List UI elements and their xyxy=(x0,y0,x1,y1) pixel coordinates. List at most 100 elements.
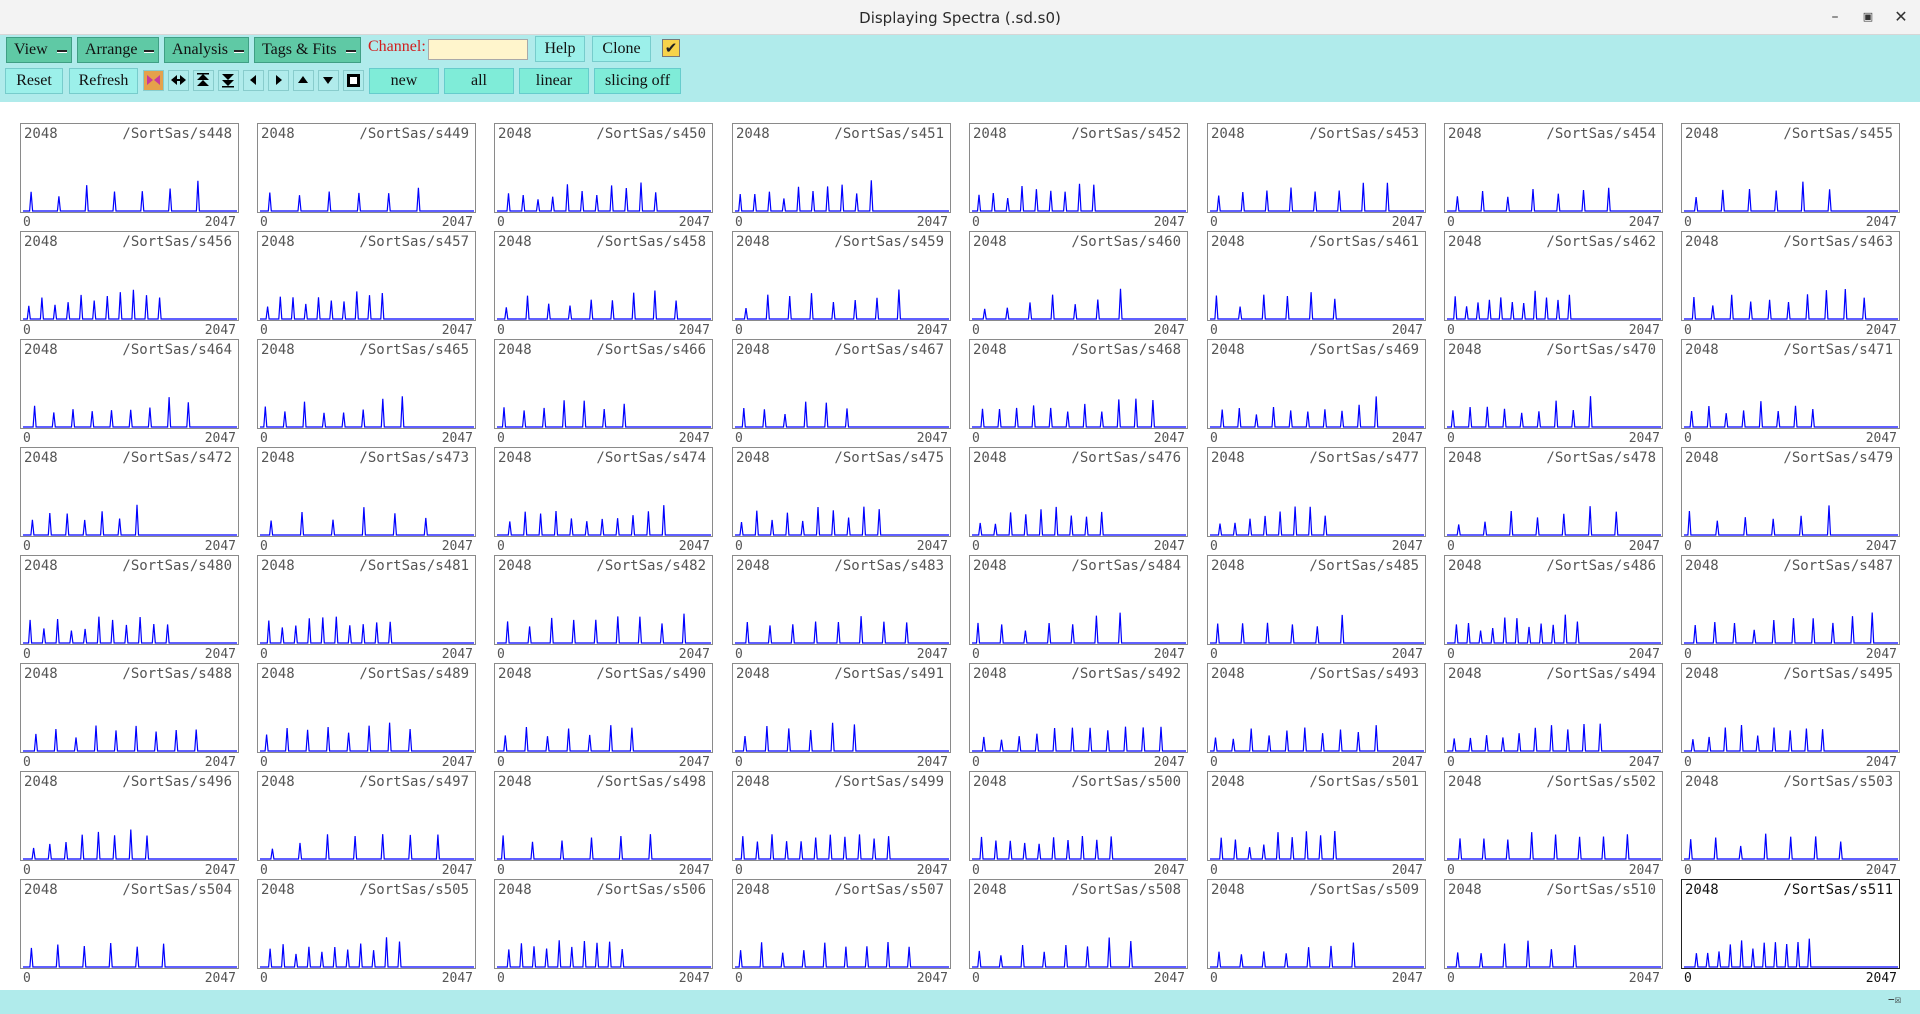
linear-button[interactable]: linear xyxy=(519,68,589,94)
clone-button[interactable]: Clone xyxy=(592,36,651,62)
scroll-down-icon[interactable] xyxy=(318,70,339,91)
spectrum-panel[interactable]: 2048/SortSas/s490 0 2047 xyxy=(494,663,713,770)
spectrum-frame[interactable]: 2048/SortSas/s504 xyxy=(20,879,239,969)
window-control-icon[interactable]: −☒ xyxy=(1888,993,1902,1006)
spectrum-frame[interactable]: 2048/SortSas/s458 xyxy=(494,231,713,321)
expand-horizontal-icon[interactable] xyxy=(168,70,189,91)
spectrum-frame[interactable]: 2048/SortSas/s470 xyxy=(1444,339,1663,429)
spectrum-frame[interactable]: 2048/SortSas/s467 xyxy=(732,339,951,429)
spectrum-frame[interactable]: 2048/SortSas/s451 xyxy=(732,123,951,213)
spectrum-frame[interactable]: 2048/SortSas/s462 xyxy=(1444,231,1663,321)
spectrum-panel[interactable]: 2048/SortSas/s479 0 2047 xyxy=(1681,447,1900,554)
spectrum-frame[interactable]: 2048/SortSas/s472 xyxy=(20,447,239,537)
spectrum-frame[interactable]: 2048/SortSas/s485 xyxy=(1207,555,1426,645)
spectrum-panel[interactable]: 2048/SortSas/s496 0 2047 xyxy=(20,771,239,878)
spectrum-panel[interactable]: 2048/SortSas/s469 0 2047 xyxy=(1207,339,1426,446)
spectrum-panel[interactable]: 2048/SortSas/s454 0 2047 xyxy=(1444,123,1663,230)
spectrum-frame[interactable]: 2048/SortSas/s448 xyxy=(20,123,239,213)
spectrum-frame[interactable]: 2048/SortSas/s450 xyxy=(494,123,713,213)
spectrum-panel[interactable]: 2048/SortSas/s498 0 2047 xyxy=(494,771,713,878)
spectrum-panel[interactable]: 2048/SortSas/s485 0 2047 xyxy=(1207,555,1426,662)
spectrum-frame[interactable]: 2048/SortSas/s507 xyxy=(732,879,951,969)
refresh-button[interactable]: Refresh xyxy=(69,68,138,94)
spectrum-frame[interactable]: 2048/SortSas/s484 xyxy=(969,555,1188,645)
spectrum-panel[interactable]: 2048/SortSas/s453 0 2047 xyxy=(1207,123,1426,230)
spectrum-frame[interactable]: 2048/SortSas/s495 xyxy=(1681,663,1900,753)
spectrum-panel[interactable]: 2048/SortSas/s450 0 2047 xyxy=(494,123,713,230)
spectrum-frame[interactable]: 2048/SortSas/s494 xyxy=(1444,663,1663,753)
spectrum-frame[interactable]: 2048/SortSas/s497 xyxy=(257,771,476,861)
spectrum-frame[interactable]: 2048/SortSas/s478 xyxy=(1444,447,1663,537)
spectrum-frame[interactable]: 2048/SortSas/s475 xyxy=(732,447,951,537)
spectrum-frame[interactable]: 2048/SortSas/s460 xyxy=(969,231,1188,321)
spectrum-panel[interactable]: 2048/SortSas/s457 0 2047 xyxy=(257,231,476,338)
spectrum-panel[interactable]: 2048/SortSas/s456 0 2047 xyxy=(20,231,239,338)
arrange-menu[interactable]: Arrange xyxy=(77,37,159,63)
spectrum-panel[interactable]: 2048/SortSas/s494 0 2047 xyxy=(1444,663,1663,770)
tags-fits-menu[interactable]: Tags & Fits xyxy=(254,37,361,63)
spectrum-frame[interactable]: 2048/SortSas/s466 xyxy=(494,339,713,429)
spectrum-frame[interactable]: 2048/SortSas/s468 xyxy=(969,339,1188,429)
scroll-top-icon[interactable] xyxy=(193,70,214,91)
spectrum-panel[interactable]: 2048/SortSas/s473 0 2047 xyxy=(257,447,476,554)
spectrum-frame[interactable]: 2048/SortSas/s502 xyxy=(1444,771,1663,861)
spectrum-panel[interactable]: 2048/SortSas/s492 0 2047 xyxy=(969,663,1188,770)
spectrum-panel[interactable]: 2048/SortSas/s470 0 2047 xyxy=(1444,339,1663,446)
spectrum-frame[interactable]: 2048/SortSas/s465 xyxy=(257,339,476,429)
spectrum-panel[interactable]: 2048/SortSas/s500 0 2047 xyxy=(969,771,1188,878)
spectrum-panel[interactable]: 2048/SortSas/s448 0 2047 xyxy=(20,123,239,230)
spectrum-frame[interactable]: 2048/SortSas/s488 xyxy=(20,663,239,753)
spectrum-frame[interactable]: 2048/SortSas/s474 xyxy=(494,447,713,537)
spectrum-frame[interactable]: 2048/SortSas/s492 xyxy=(969,663,1188,753)
spectrum-panel[interactable]: 2048/SortSas/s476 0 2047 xyxy=(969,447,1188,554)
spectrum-panel[interactable]: 2048/SortSas/s461 0 2047 xyxy=(1207,231,1426,338)
spectrum-frame[interactable]: 2048/SortSas/s469 xyxy=(1207,339,1426,429)
reset-button[interactable]: Reset xyxy=(5,68,63,94)
help-button[interactable]: Help xyxy=(535,36,585,62)
close-icon[interactable]: ✕ xyxy=(1894,7,1908,26)
spectrum-panel[interactable]: 2048/SortSas/s465 0 2047 xyxy=(257,339,476,446)
spectrum-frame[interactable]: 2048/SortSas/s455 xyxy=(1681,123,1900,213)
spectrum-panel[interactable]: 2048/SortSas/s462 0 2047 xyxy=(1444,231,1663,338)
spectrum-panel[interactable]: 2048/SortSas/s472 0 2047 xyxy=(20,447,239,554)
spectrum-panel[interactable]: 2048/SortSas/s482 0 2047 xyxy=(494,555,713,662)
spectrum-frame[interactable]: 2048/SortSas/s493 xyxy=(1207,663,1426,753)
spectrum-panel[interactable]: 2048/SortSas/s480 0 2047 xyxy=(20,555,239,662)
spectrum-frame[interactable]: 2048/SortSas/s479 xyxy=(1681,447,1900,537)
view-menu[interactable]: View xyxy=(6,37,72,63)
spectrum-frame[interactable]: 2048/SortSas/s500 xyxy=(969,771,1188,861)
stop-icon[interactable] xyxy=(343,70,364,91)
maximize-icon[interactable]: ▣ xyxy=(1862,10,1874,23)
spectrum-panel[interactable]: 2048/SortSas/s467 0 2047 xyxy=(732,339,951,446)
spectrum-frame[interactable]: 2048/SortSas/s476 xyxy=(969,447,1188,537)
spectrum-frame[interactable]: 2048/SortSas/s483 xyxy=(732,555,951,645)
spectrum-panel[interactable]: 2048/SortSas/s497 0 2047 xyxy=(257,771,476,878)
scroll-left-icon[interactable] xyxy=(243,70,264,91)
spectrum-frame[interactable]: 2048/SortSas/s473 xyxy=(257,447,476,537)
slicing-button[interactable]: slicing off xyxy=(594,68,681,94)
spectrum-frame[interactable]: 2048/SortSas/s498 xyxy=(494,771,713,861)
spectrum-frame[interactable]: 2048/SortSas/s482 xyxy=(494,555,713,645)
spectrum-frame[interactable]: 2048/SortSas/s452 xyxy=(969,123,1188,213)
spectrum-panel[interactable]: 2048/SortSas/s499 0 2047 xyxy=(732,771,951,878)
spectrum-frame[interactable]: 2048/SortSas/s457 xyxy=(257,231,476,321)
spectrum-frame[interactable]: 2048/SortSas/s471 xyxy=(1681,339,1900,429)
spectrum-panel[interactable]: 2048/SortSas/s455 0 2047 xyxy=(1681,123,1900,230)
spectrum-panel[interactable]: 2048/SortSas/s507 0 2047 xyxy=(732,879,951,986)
spectrum-frame[interactable]: 2048/SortSas/s509 xyxy=(1207,879,1426,969)
spectrum-frame[interactable]: 2048/SortSas/s501 xyxy=(1207,771,1426,861)
spectrum-panel[interactable]: 2048/SortSas/s502 0 2047 xyxy=(1444,771,1663,878)
spectrum-frame[interactable]: 2048/SortSas/s490 xyxy=(494,663,713,753)
spectrum-frame[interactable]: 2048/SortSas/s503 xyxy=(1681,771,1900,861)
spectrum-panel[interactable]: 2048/SortSas/s451 0 2047 xyxy=(732,123,951,230)
spectrum-panel[interactable]: 2048/SortSas/s506 0 2047 xyxy=(494,879,713,986)
spectrum-panel[interactable]: 2048/SortSas/s495 0 2047 xyxy=(1681,663,1900,770)
spectrum-frame[interactable]: 2048/SortSas/s453 xyxy=(1207,123,1426,213)
spectrum-panel[interactable]: 2048/SortSas/s452 0 2047 xyxy=(969,123,1188,230)
spectrum-panel[interactable]: 2048/SortSas/s505 0 2047 xyxy=(257,879,476,986)
spectrum-panel[interactable]: 2048/SortSas/s487 0 2047 xyxy=(1681,555,1900,662)
spectrum-frame[interactable]: 2048/SortSas/s510 xyxy=(1444,879,1663,969)
spectrum-panel[interactable]: 2048/SortSas/s503 0 2047 xyxy=(1681,771,1900,878)
minimize-icon[interactable]: – xyxy=(1831,9,1839,25)
spectrum-panel[interactable]: 2048/SortSas/s471 0 2047 xyxy=(1681,339,1900,446)
